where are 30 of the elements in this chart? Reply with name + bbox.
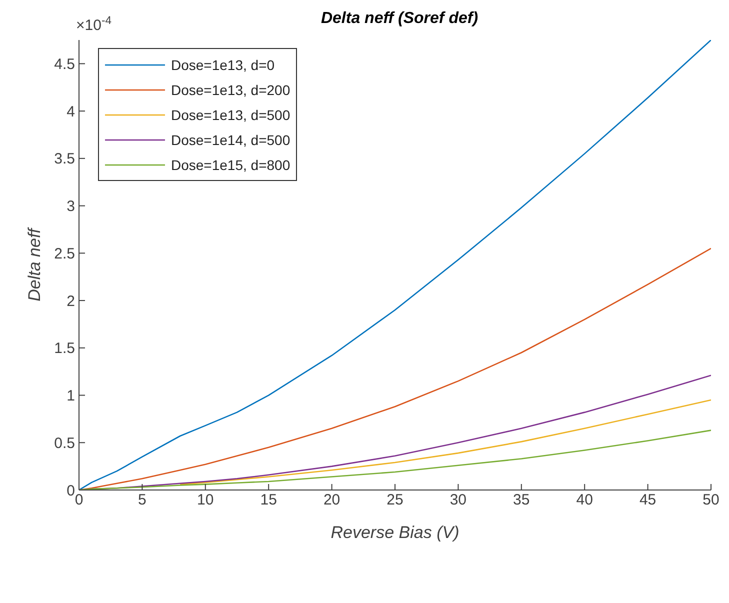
legend-label: Dose=1e14, d=500 — [171, 132, 290, 148]
y-tick-label: 1 — [66, 388, 75, 405]
x-tick-label: 30 — [450, 492, 467, 509]
legend-label: Dose=1e13, d=0 — [171, 56, 275, 72]
x-tick-label: 10 — [197, 492, 214, 509]
chart-title: Delta neff (Soref def) — [320, 10, 478, 27]
y-tick-label: 0.5 — [54, 434, 75, 452]
legend-label: Dose=1e13, d=200 — [171, 82, 290, 98]
y-tick-label: 2.5 — [54, 245, 75, 262]
y-tick-label: 4 — [66, 103, 75, 120]
text: ×10$^{-4}$ — [76, 15, 112, 34]
x-tick-label: 25 — [386, 492, 404, 509]
y-tick-label: 4.5 — [54, 56, 75, 74]
y-tick-label: 2 — [66, 292, 75, 310]
line-series — [79, 40, 711, 490]
x-tick-label: 35 — [513, 492, 530, 509]
legend-label: Dose=1e15, d=800 — [171, 156, 290, 172]
x-tick-label: 5 — [138, 492, 146, 509]
legend-label: Dose=1e13, d=500 — [171, 106, 290, 122]
y-tick-label: 3 — [66, 198, 75, 216]
x-tick-label: 15 — [260, 492, 277, 509]
x-tick-label: 50 — [702, 492, 720, 509]
y-tick-label: 3.5 — [54, 150, 75, 168]
x-tick-label: 45 — [639, 492, 656, 509]
y-axis-title: Delta neff — [25, 226, 44, 302]
x-axis-title: Reverse Bias (V) — [330, 523, 460, 542]
x-tick-label: 20 — [323, 492, 340, 509]
y-tick-label: 1.5 — [54, 340, 75, 358]
x-tick-label: 40 — [576, 492, 593, 509]
line-series — [179, 399, 711, 485]
